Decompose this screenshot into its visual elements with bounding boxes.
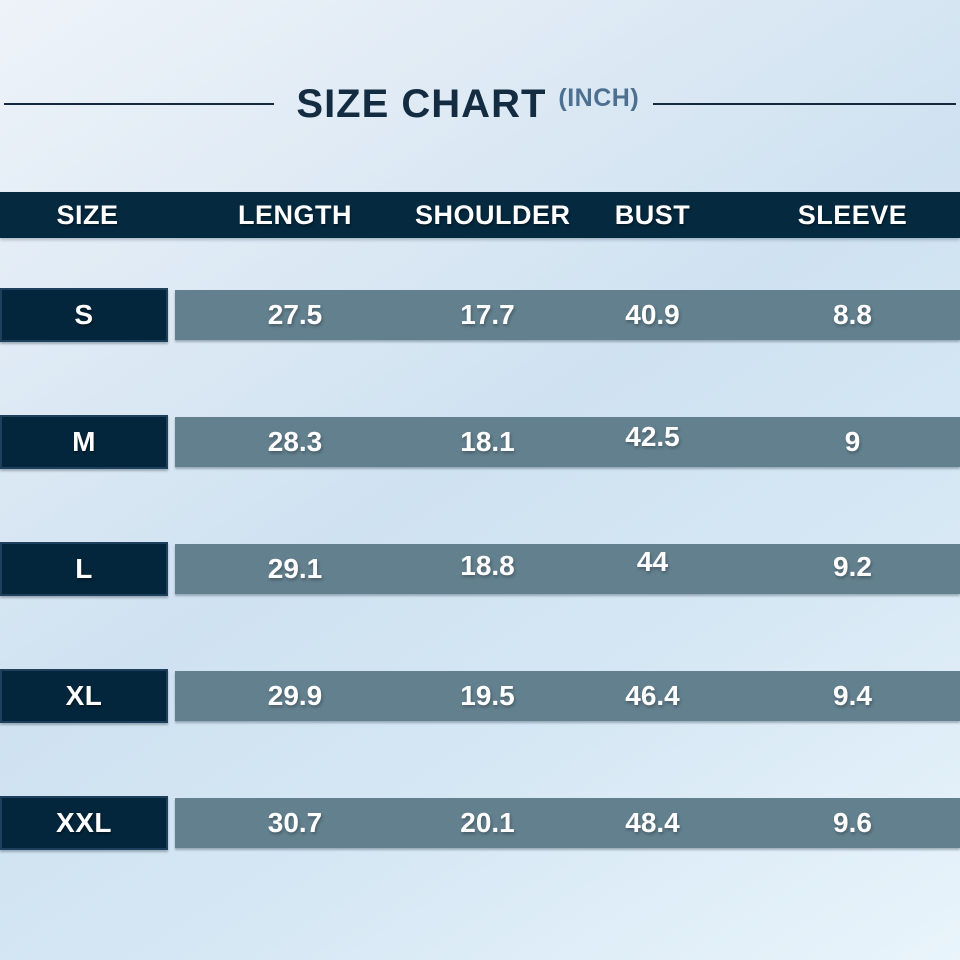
size-label: S [0,288,168,342]
bust-value: 42.5 [625,421,680,452]
bust-value: 48.4 [625,807,680,838]
value-bar: 29.1 18.8 44 9.2 [175,544,960,594]
table-header-row: SIZE LENGTH SHOULDER BUST SLEEVE [0,192,960,238]
value-bar: 29.9 19.5 46.4 9.4 [175,671,960,721]
shoulder-value: 17.7 [460,299,515,330]
length-value: 29.9 [267,680,323,711]
value-bar: 28.3 18.1 42.5 9 [175,417,960,467]
shoulder-value: 19.5 [460,680,515,711]
size-label: XL [0,669,168,723]
header-cell-shoulder: SHOULDER [415,199,571,230]
sleeve-value: 9 [844,426,861,457]
table-row-m: M 28.3 18.1 42.5 9 [0,415,960,469]
size-label: XXL [0,796,168,850]
bust-value: 46.4 [625,680,680,711]
length-value: 27.5 [267,299,323,330]
value-bar: 27.5 17.7 40.9 8.8 [175,290,960,340]
sleeve-value: 9.6 [833,807,872,838]
header-cell-size: SIZE [56,199,119,230]
table-row-l: L 29.1 18.8 44 9.2 [0,542,960,596]
bust-value: 40.9 [625,299,680,330]
title-divider-left [4,103,275,105]
sleeve-value: 8.8 [833,299,872,330]
title-bar: SIZE CHART (INCH) [0,80,960,128]
header-cell-length: LENGTH [238,199,352,230]
value-bar: 30.7 20.1 48.4 9.6 [175,798,960,848]
size-label: L [0,542,168,596]
sleeve-value: 9.4 [833,680,872,711]
table-row-xl: XL 29.9 19.5 46.4 9.4 [0,669,960,723]
shoulder-value: 18.1 [460,426,515,457]
length-value: 28.3 [267,426,323,457]
sleeve-value: 9.2 [833,551,872,582]
title-unit-label: (INCH) [558,83,640,112]
length-value: 29.1 [267,553,323,584]
table-row-xxl: XXL 30.7 20.1 48.4 9.6 [0,796,960,850]
length-value: 30.7 [267,807,323,838]
header-cell-bust: BUST [614,199,691,230]
header-cell-sleeve: SLEEVE [797,199,908,230]
title-divider-right [653,103,956,105]
size-label: M [0,415,168,469]
bust-value: 44 [636,546,669,577]
shoulder-value: 20.1 [460,807,515,838]
shoulder-value: 18.8 [460,550,515,581]
page-title: SIZE CHART [296,81,547,126]
table-row-s: S 27.5 17.7 40.9 8.8 [0,288,960,342]
